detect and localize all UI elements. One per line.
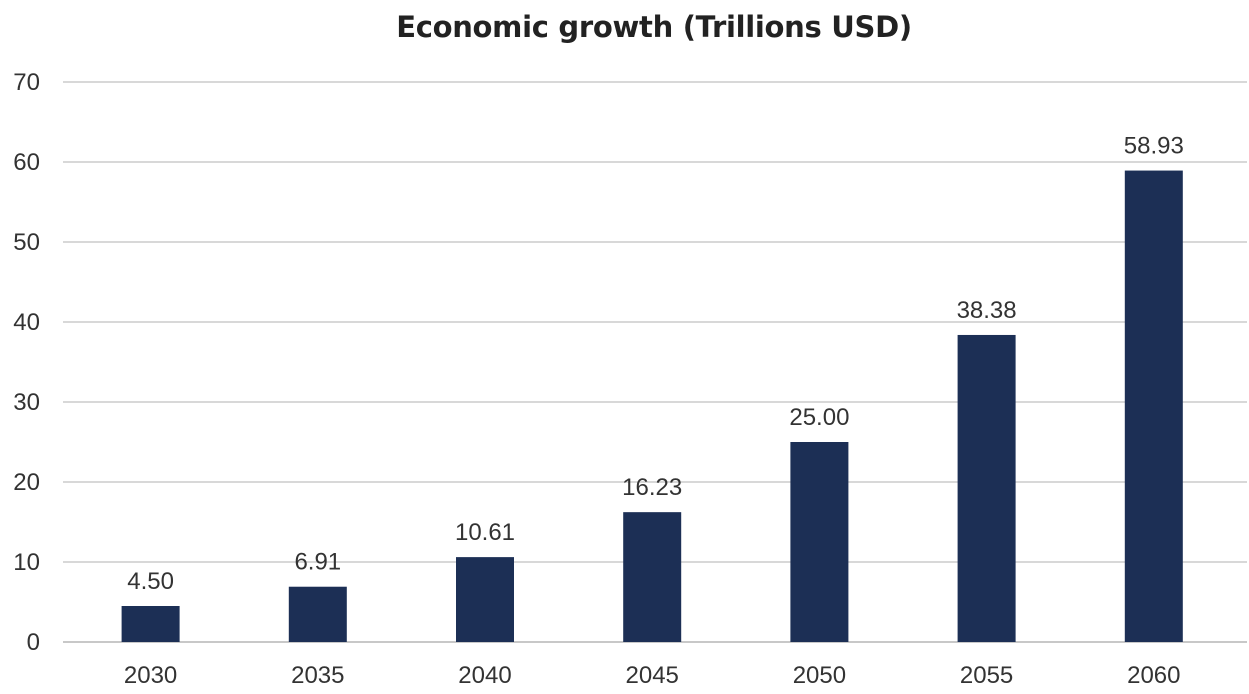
bar-2055 xyxy=(957,334,1016,642)
chart-title: Economic growth (Trillions USD) xyxy=(396,10,912,44)
bar-2035 xyxy=(288,586,347,642)
y-tick-label: 60 xyxy=(13,149,40,176)
x-tick-label-2050: 2050 xyxy=(793,662,846,689)
bar-2045 xyxy=(623,512,682,642)
y-tick-label: 20 xyxy=(13,469,40,496)
x-tick-label-2045: 2045 xyxy=(626,662,679,689)
data-label-2055: 38.38 xyxy=(957,297,1017,324)
bars xyxy=(121,170,1183,642)
x-tick-label-2055: 2055 xyxy=(960,662,1013,689)
y-tick-label: 30 xyxy=(13,389,40,416)
bar-2030 xyxy=(121,606,180,642)
bar-2050 xyxy=(790,442,849,642)
bar-2040 xyxy=(456,557,514,642)
x-tick-label-2060: 2060 xyxy=(1127,662,1180,689)
data-label-2030: 4.50 xyxy=(127,568,174,595)
x-tick-label-2030: 2030 xyxy=(124,662,177,689)
x-tick-label-2040: 2040 xyxy=(458,662,511,689)
y-tick-label: 10 xyxy=(13,549,40,576)
data-label-2050: 25.00 xyxy=(789,404,849,431)
y-axis-ticks: 0 10 20 30 40 50 60 70 xyxy=(13,69,40,656)
data-labels: 4.50 6.91 10.61 16.23 25.00 38.38 58.93 xyxy=(127,133,1184,595)
y-tick-label: 40 xyxy=(13,309,40,336)
bar-2060 xyxy=(1124,170,1183,642)
y-tick-label: 0 xyxy=(27,629,40,656)
x-tick-label-2035: 2035 xyxy=(291,662,344,689)
data-label-2040: 10.61 xyxy=(455,519,515,546)
x-axis-ticks: 2030 2035 2040 2045 2050 2055 2060 xyxy=(124,662,1181,689)
y-tick-label: 50 xyxy=(13,229,40,256)
data-label-2035: 6.91 xyxy=(294,549,341,576)
data-label-2060: 58.93 xyxy=(1124,133,1184,160)
data-label-2045: 16.23 xyxy=(622,474,682,501)
y-tick-label: 70 xyxy=(13,69,40,96)
